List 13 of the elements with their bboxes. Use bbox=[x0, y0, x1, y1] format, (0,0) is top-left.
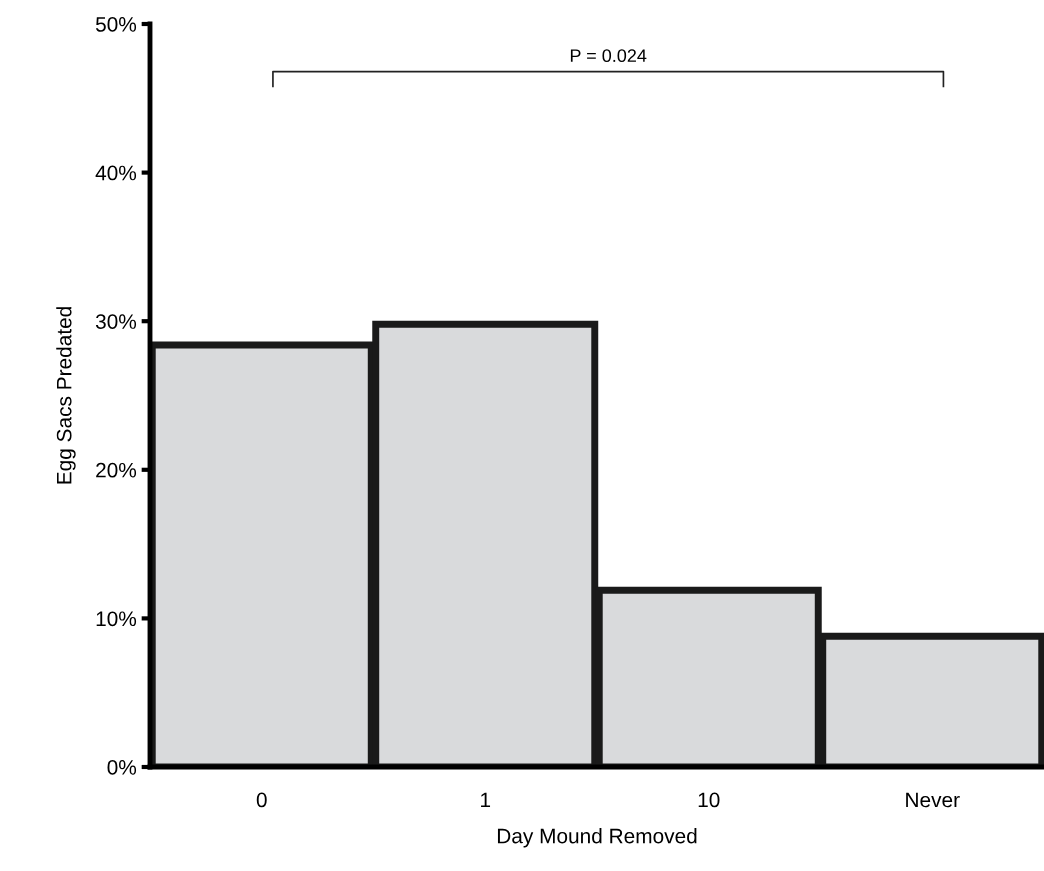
x-tick-label: 1 bbox=[481, 792, 491, 808]
x-tick-label: 10 bbox=[698, 792, 720, 808]
annotation: P = 0.024 bbox=[570, 49, 647, 63]
y-tick-label: 0% bbox=[107, 760, 137, 775]
x-tick-label: 0 bbox=[256, 792, 267, 808]
y-tick-label: 30% bbox=[95, 314, 137, 329]
y-tick-label: 40% bbox=[95, 165, 137, 181]
x-tick-label: Never bbox=[906, 792, 960, 808]
y-tick-label: 10% bbox=[96, 611, 137, 627]
y-tick-label: 20% bbox=[96, 462, 137, 478]
y-axis-title: Egg Sacs Predated bbox=[56, 307, 76, 484]
y-tick-label: 50% bbox=[95, 17, 137, 32]
x-axis-title: Day Mound Removed bbox=[497, 828, 697, 848]
